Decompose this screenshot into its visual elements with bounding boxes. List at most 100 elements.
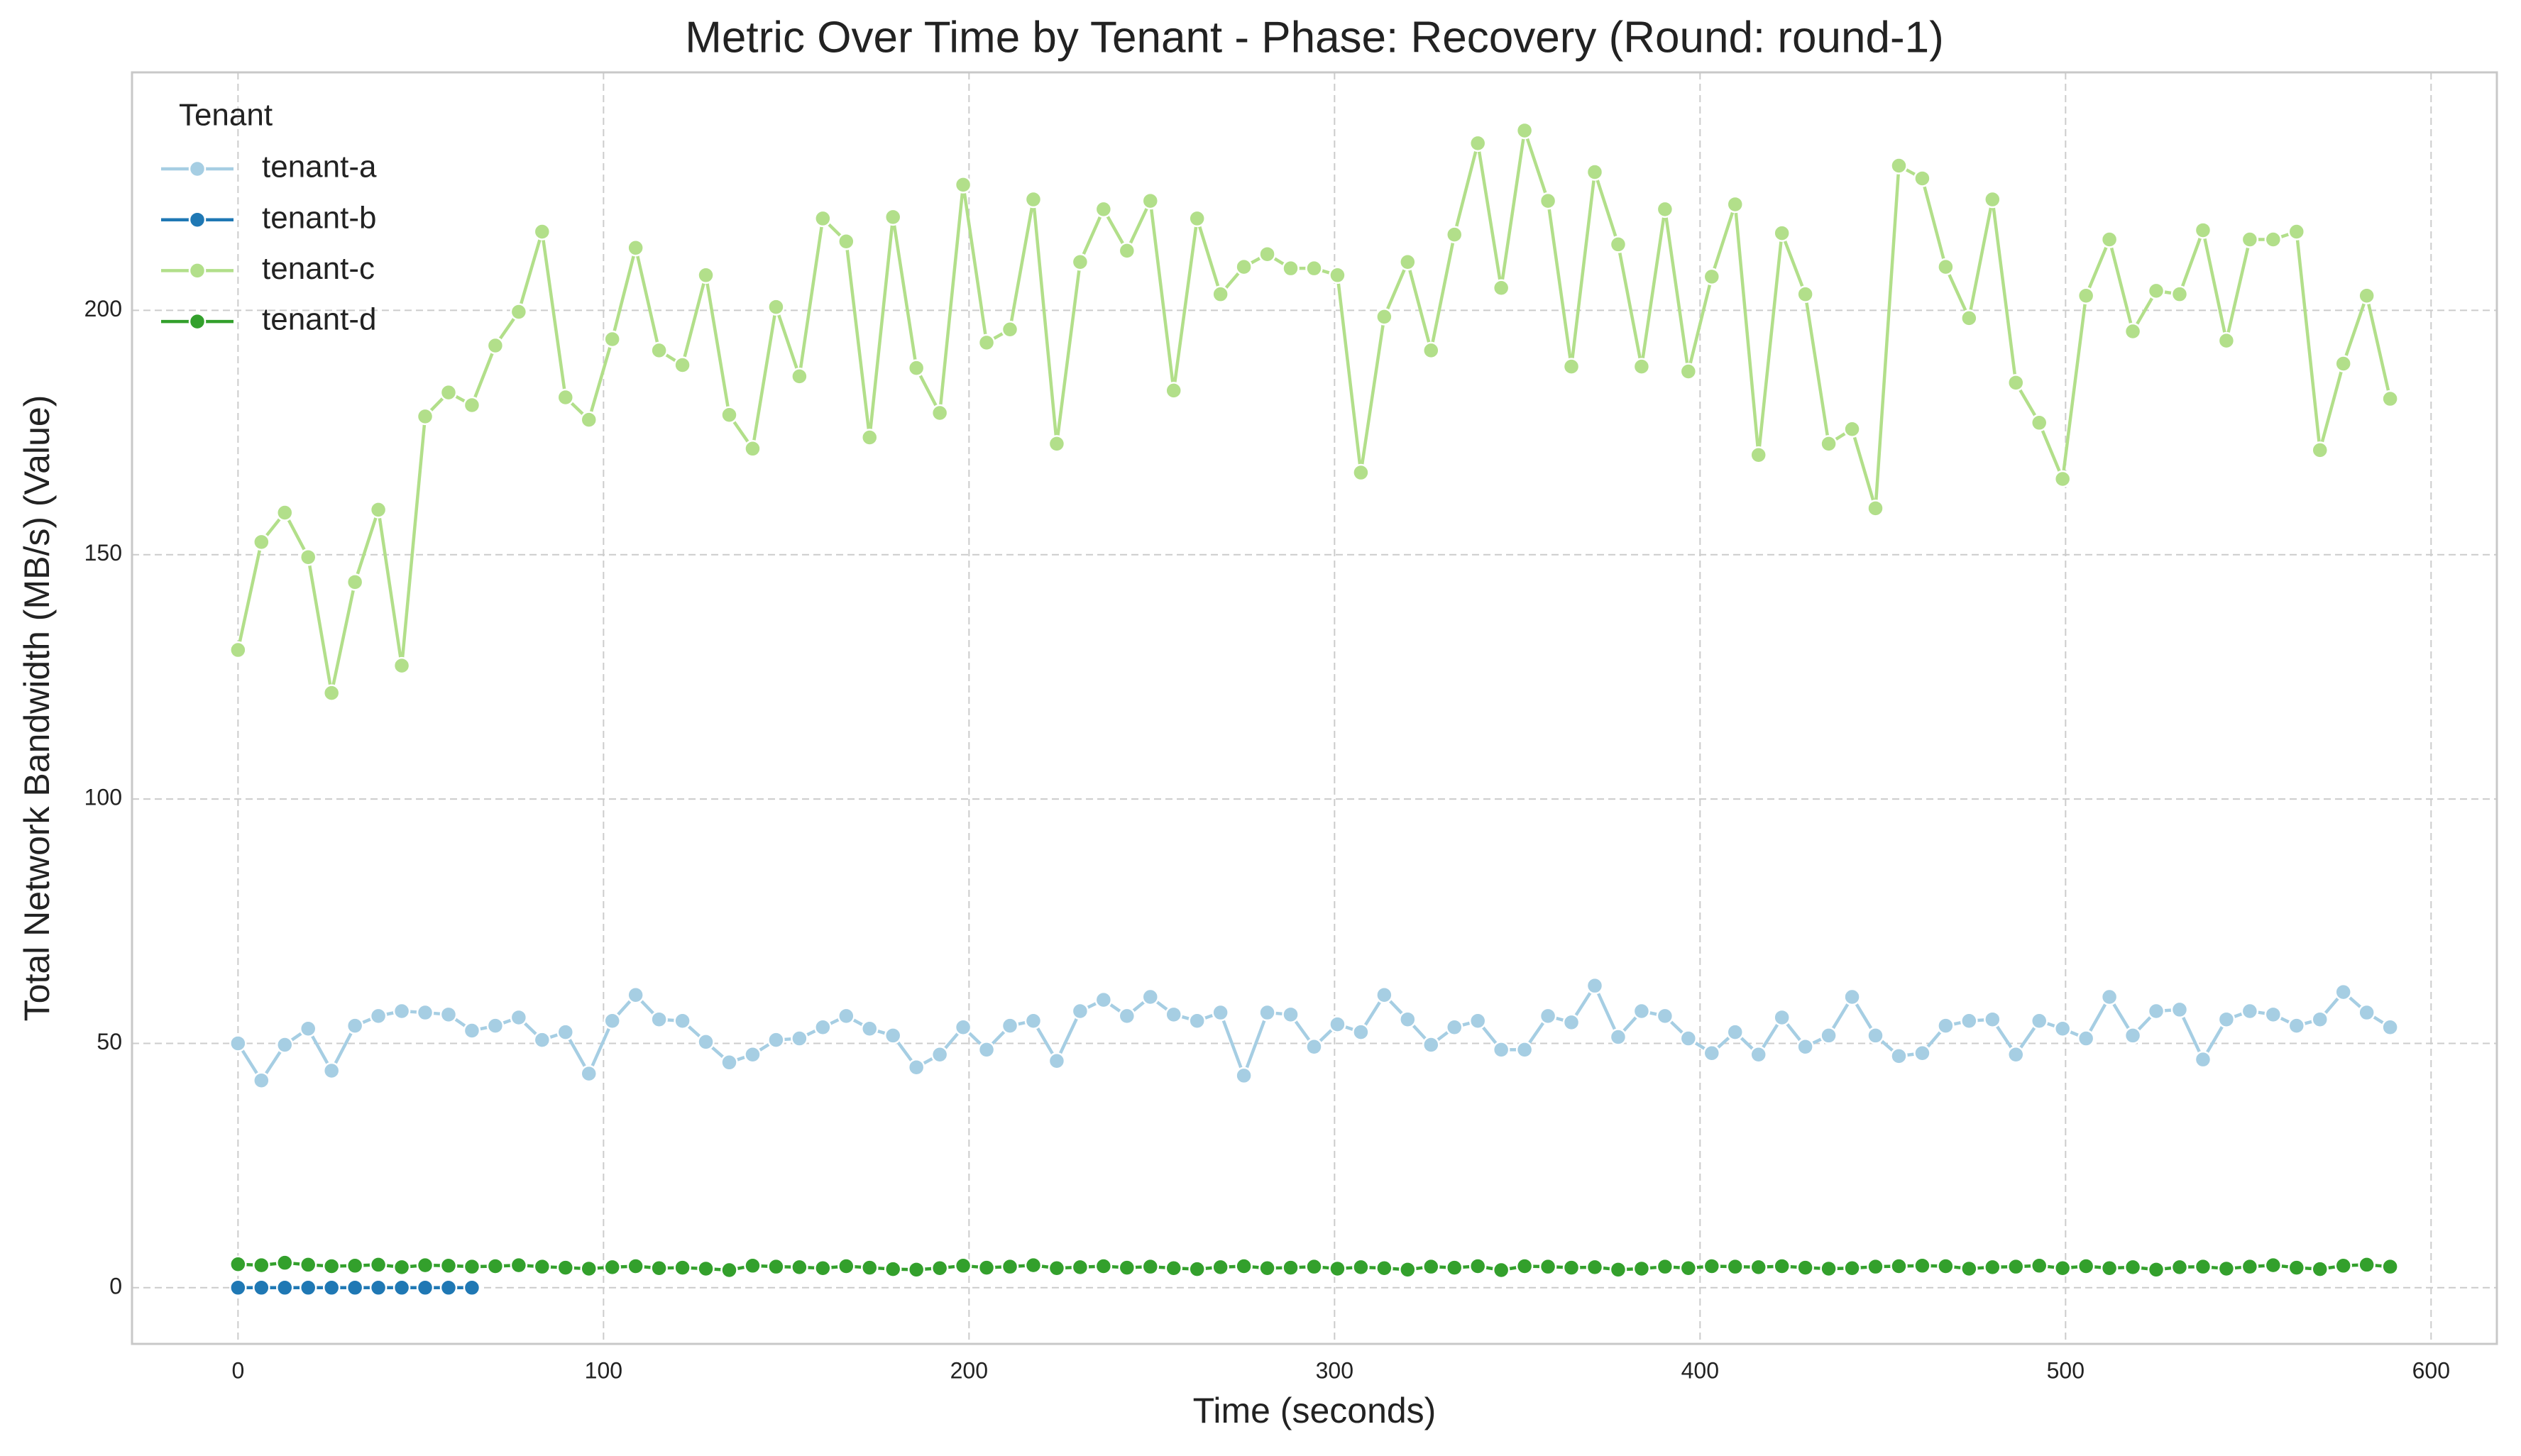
point — [1913, 1257, 1931, 1275]
point — [556, 1259, 575, 1276]
point — [1305, 259, 1323, 277]
point — [2334, 983, 2352, 1001]
point — [977, 1259, 996, 1276]
point — [674, 1259, 691, 1276]
point — [1890, 157, 1908, 175]
point — [1726, 1023, 1745, 1041]
point — [1048, 435, 1066, 453]
point — [2053, 1259, 2072, 1277]
point — [791, 1258, 808, 1276]
y-tick-label: 100 — [84, 785, 122, 810]
point — [463, 1022, 481, 1039]
point — [346, 1279, 364, 1297]
point — [1656, 1007, 1674, 1025]
point — [2124, 1258, 2142, 1276]
point — [1820, 1259, 1838, 1278]
point — [884, 1260, 902, 1278]
point — [346, 1257, 364, 1275]
x-tick-label: 200 — [950, 1357, 988, 1383]
point — [416, 407, 434, 426]
point — [2287, 1017, 2306, 1035]
point — [2241, 231, 2259, 248]
point — [1820, 435, 1838, 453]
point — [2077, 1257, 2095, 1275]
point — [1539, 1257, 1557, 1276]
point — [1562, 1259, 1581, 1276]
point — [486, 1017, 505, 1035]
point — [1445, 1259, 1463, 1276]
point — [2264, 231, 2283, 248]
point — [1586, 1258, 1604, 1276]
point — [253, 1071, 270, 1090]
point — [1329, 1015, 1346, 1033]
point — [697, 266, 715, 285]
point — [2358, 1256, 2376, 1274]
point — [510, 1008, 528, 1027]
point — [2007, 374, 2025, 392]
point — [1937, 1017, 1955, 1035]
point — [1890, 1257, 1908, 1275]
point — [1796, 1038, 1814, 1056]
point — [276, 1279, 294, 1297]
point — [1212, 1003, 1229, 1022]
point — [2147, 1261, 2165, 1279]
point — [1960, 1012, 1978, 1030]
point — [2241, 1002, 2259, 1020]
point — [954, 1018, 972, 1036]
point — [1329, 1259, 1346, 1278]
point — [1305, 1038, 1323, 1056]
point — [2381, 390, 2399, 408]
point — [416, 1256, 434, 1274]
legend-label: tenant-d — [262, 302, 376, 337]
point — [229, 1035, 247, 1052]
point — [299, 1020, 317, 1038]
point — [861, 429, 879, 446]
point — [1773, 1257, 1791, 1275]
point — [1352, 1258, 1370, 1276]
point — [767, 1031, 785, 1049]
point — [1796, 285, 1814, 303]
point — [1492, 1041, 1510, 1059]
point — [2217, 331, 2236, 350]
point — [322, 1061, 341, 1080]
point — [1048, 1052, 1066, 1070]
point — [439, 1279, 458, 1297]
point — [322, 1279, 341, 1297]
point — [1375, 1259, 1393, 1277]
point — [930, 404, 949, 422]
point — [1001, 1017, 1019, 1035]
legend-label: tenant-c — [262, 251, 375, 286]
point — [1422, 1036, 1440, 1054]
point — [463, 396, 481, 414]
point — [1141, 192, 1160, 210]
point — [744, 1257, 762, 1275]
point — [2030, 1012, 2048, 1030]
point — [556, 1023, 575, 1041]
point — [229, 641, 247, 659]
point — [369, 1256, 388, 1274]
point — [346, 573, 364, 591]
point — [369, 1279, 388, 1297]
point — [1212, 285, 1229, 303]
point — [2053, 470, 2072, 488]
point — [1750, 446, 1767, 464]
x-tick-label: 600 — [2412, 1357, 2450, 1383]
point — [2100, 988, 2119, 1006]
point — [1609, 1028, 1627, 1046]
x-axis-label: Time (seconds) — [1193, 1391, 1437, 1430]
point — [837, 1007, 855, 1025]
x-tick-label: 400 — [1681, 1357, 1719, 1383]
point — [1001, 321, 1019, 338]
point — [229, 1255, 247, 1273]
point — [954, 176, 972, 194]
point — [1586, 163, 1604, 181]
point — [533, 1031, 551, 1049]
point — [1024, 1012, 1043, 1030]
point — [416, 1279, 434, 1297]
point — [1843, 988, 1861, 1006]
legend-label: tenant-b — [262, 200, 376, 235]
point — [1024, 190, 1043, 209]
point — [1235, 1257, 1253, 1275]
point — [2194, 1257, 2212, 1276]
